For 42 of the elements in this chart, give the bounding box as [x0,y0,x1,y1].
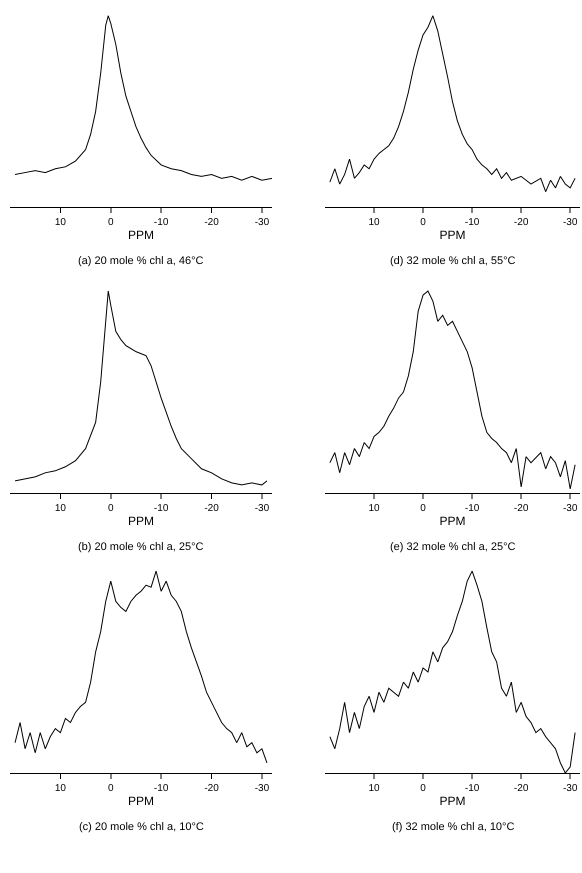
x-tick-label: -30 [562,217,578,228]
x-tick-label: 0 [420,217,426,228]
x-tick-label: -20 [514,503,529,514]
x-tick-label: 10 [54,503,66,514]
x-tick-label: 10 [368,217,380,228]
x-tick-label: -10 [464,503,480,514]
x-tick-label: 0 [108,503,114,514]
x-tick-label: 0 [108,217,114,228]
text: (c) 20 mole % chl a, 10°C [79,821,204,833]
x-tick-label: -30 [562,503,578,514]
x-axis-title: PPM [439,794,466,808]
text: (d) 32 mole % chl a, 55°C [390,255,516,267]
x-axis-title: PPM [128,514,154,528]
x-tick-label: -10 [464,783,480,794]
x-axis-title: PPM [439,228,466,242]
x-tick-label: -20 [514,217,529,228]
x-tick-label: -30 [254,503,270,514]
x-tick-label: -20 [204,217,220,228]
x-axis-title: PPM [128,794,154,808]
text: (e) 32 mole % chl a, 25°C [390,541,516,553]
x-tick-label: -10 [464,217,480,228]
text: (f) 32 mole % chl a, 10°C [392,821,514,833]
x-axis-title: PPM [439,514,466,528]
x-tick-label: -20 [204,783,220,794]
x-tick-label: -30 [562,783,578,794]
x-tick-label: 0 [108,783,114,794]
x-tick-label: -30 [254,217,270,228]
x-tick-label: -20 [204,503,220,514]
x-tick-label: -10 [154,783,169,794]
x-tick-label: -10 [154,217,169,228]
text: (b) 20 mole % chl a, 25°C [78,541,204,553]
x-tick-label: -20 [514,783,529,794]
x-tick-label: 10 [368,503,380,514]
x-tick-label: 10 [54,783,66,794]
x-tick-label: 10 [368,783,380,794]
x-tick-label: 0 [420,783,426,794]
x-tick-label: 10 [54,217,66,228]
x-tick-label: -10 [154,503,169,514]
x-tick-label: -30 [254,783,270,794]
text: (a) 20 mole % chl a, 46°C [78,255,204,267]
x-axis-title: PPM [128,228,154,242]
x-tick-label: 0 [420,503,426,514]
